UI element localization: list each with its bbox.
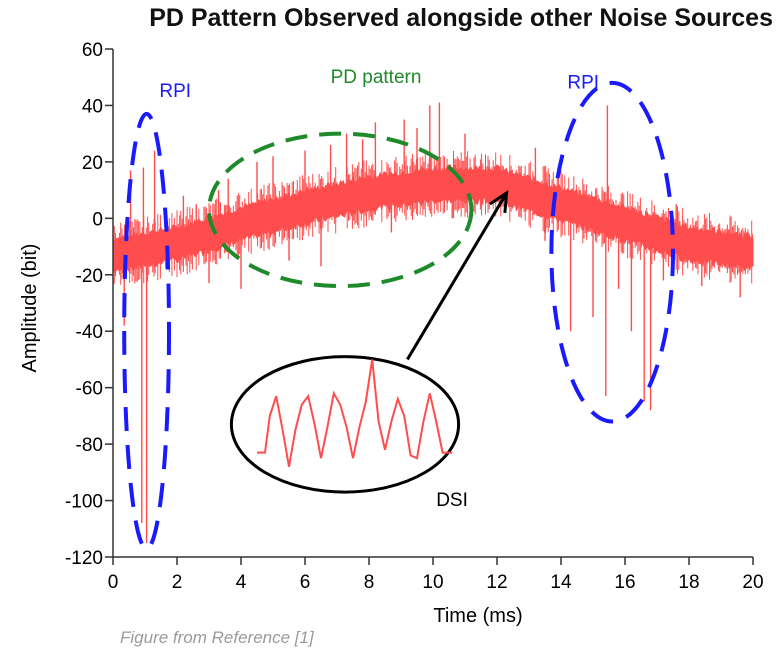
y-tick-label-1: 40 xyxy=(82,96,103,117)
x-tick-label-5: 10 xyxy=(422,572,443,593)
y-tick-label-5: -40 xyxy=(76,322,103,343)
x-axis-label: Time (ms) xyxy=(433,605,522,627)
y-tick-label-6: -60 xyxy=(76,379,103,400)
x-tick-label-8: 16 xyxy=(614,572,635,593)
axes xyxy=(105,48,754,565)
dsi-waveform-group xyxy=(257,359,453,467)
x-tick-label-9: 18 xyxy=(678,572,699,593)
x-tick-label-0: 0 xyxy=(108,572,119,593)
annotation-label-2: RPI xyxy=(567,73,599,94)
x-tick-label-3: 6 xyxy=(300,572,311,593)
x-tick-label-4: 8 xyxy=(364,572,375,593)
annotation-ellipse-3 xyxy=(229,355,461,494)
dsi-arrow-shaft xyxy=(406,192,508,361)
annotation-labels: RPI PD pattern RPI DSI xyxy=(159,67,599,511)
annotation-label-3: DSI xyxy=(436,490,468,511)
y-axis-label: Amplitude (bit) xyxy=(19,244,41,373)
annotation-ellipse-2 xyxy=(549,80,676,424)
x-tick-label-1: 2 xyxy=(172,572,183,593)
signal-spikes xyxy=(123,102,741,543)
x-tick-label-10: 20 xyxy=(742,572,763,593)
y-tick-label-2: 20 xyxy=(82,153,103,174)
x-tick-label-2: 4 xyxy=(236,572,247,593)
y-tick-label-9: -120 xyxy=(65,548,103,569)
annotation-shapes xyxy=(122,80,676,551)
y-tick-label-7: -80 xyxy=(76,435,103,456)
figure-caption: Figure from Reference [1] xyxy=(120,628,314,647)
y-tick-label-8: -100 xyxy=(65,492,103,513)
dsi-arrow-head xyxy=(489,189,509,213)
dsi-waveform xyxy=(257,359,453,467)
y-tick-label-4: -20 xyxy=(76,266,103,287)
y-tick-label-0: 60 xyxy=(82,40,103,61)
annotation-label-0: RPI xyxy=(159,81,191,102)
chart-title: PD Pattern Observed alongside other Nois… xyxy=(149,4,773,32)
y-tick-label-3: 0 xyxy=(92,209,103,230)
annotation-label-1: PD pattern xyxy=(331,67,422,88)
x-tick-label-7: 14 xyxy=(550,572,572,593)
annotation-ellipse-0 xyxy=(122,111,172,551)
annotation-ellipse-1 xyxy=(207,131,474,289)
x-tick-label-6: 12 xyxy=(486,572,507,593)
